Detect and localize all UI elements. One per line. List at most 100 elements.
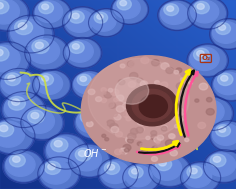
Circle shape xyxy=(88,89,95,94)
Circle shape xyxy=(1,70,37,100)
Circle shape xyxy=(111,0,149,25)
Circle shape xyxy=(206,153,236,176)
Circle shape xyxy=(190,47,219,70)
Circle shape xyxy=(146,106,153,112)
Circle shape xyxy=(181,78,184,81)
Circle shape xyxy=(130,72,138,79)
Circle shape xyxy=(81,56,216,163)
Circle shape xyxy=(35,42,43,49)
Circle shape xyxy=(104,162,120,174)
Circle shape xyxy=(218,73,233,86)
Circle shape xyxy=(147,107,154,113)
Circle shape xyxy=(28,39,59,64)
Circle shape xyxy=(154,99,160,104)
Circle shape xyxy=(147,102,153,107)
Circle shape xyxy=(162,99,166,102)
Circle shape xyxy=(38,157,80,189)
Circle shape xyxy=(139,95,167,118)
Circle shape xyxy=(73,72,106,98)
Circle shape xyxy=(35,1,63,22)
Circle shape xyxy=(128,133,136,140)
Circle shape xyxy=(190,0,225,27)
Circle shape xyxy=(185,105,188,108)
FancyArrowPatch shape xyxy=(137,145,180,154)
Circle shape xyxy=(206,152,236,181)
Circle shape xyxy=(127,138,133,143)
Circle shape xyxy=(194,100,224,124)
Circle shape xyxy=(113,131,117,134)
Circle shape xyxy=(9,154,25,167)
Circle shape xyxy=(157,132,165,138)
Circle shape xyxy=(212,20,236,48)
Circle shape xyxy=(8,75,15,81)
Circle shape xyxy=(165,140,174,147)
Circle shape xyxy=(210,19,236,50)
Circle shape xyxy=(212,122,236,150)
Circle shape xyxy=(143,116,148,120)
Circle shape xyxy=(118,79,125,85)
Circle shape xyxy=(80,76,87,81)
Circle shape xyxy=(154,72,159,76)
Circle shape xyxy=(142,103,149,108)
Circle shape xyxy=(117,109,122,113)
Circle shape xyxy=(149,120,157,126)
Circle shape xyxy=(141,107,145,111)
Circle shape xyxy=(176,68,182,73)
Circle shape xyxy=(139,108,144,112)
Circle shape xyxy=(0,125,8,132)
Circle shape xyxy=(25,35,70,71)
Circle shape xyxy=(206,108,214,115)
Circle shape xyxy=(155,146,159,149)
Circle shape xyxy=(110,123,118,130)
Circle shape xyxy=(152,156,182,180)
Circle shape xyxy=(0,47,9,61)
Circle shape xyxy=(0,0,30,31)
Circle shape xyxy=(137,78,143,83)
Circle shape xyxy=(18,23,27,29)
Circle shape xyxy=(170,134,176,139)
Circle shape xyxy=(120,0,126,6)
Circle shape xyxy=(160,146,165,150)
Circle shape xyxy=(86,121,93,127)
Circle shape xyxy=(154,137,161,143)
Circle shape xyxy=(109,103,116,108)
Circle shape xyxy=(162,125,167,130)
Circle shape xyxy=(160,2,194,29)
Circle shape xyxy=(142,112,146,116)
Circle shape xyxy=(42,76,49,81)
Circle shape xyxy=(0,45,20,72)
Circle shape xyxy=(170,102,176,107)
Circle shape xyxy=(92,85,100,91)
Circle shape xyxy=(146,136,150,139)
Circle shape xyxy=(141,97,147,102)
Circle shape xyxy=(191,0,219,23)
Circle shape xyxy=(106,101,114,108)
Circle shape xyxy=(144,111,149,114)
Circle shape xyxy=(75,148,91,161)
Circle shape xyxy=(187,44,228,77)
Circle shape xyxy=(107,164,115,170)
Circle shape xyxy=(148,98,152,101)
Circle shape xyxy=(115,77,149,104)
Circle shape xyxy=(126,85,178,126)
Circle shape xyxy=(128,81,135,87)
Circle shape xyxy=(108,88,113,92)
Circle shape xyxy=(74,106,115,139)
Circle shape xyxy=(7,15,54,53)
Circle shape xyxy=(10,17,51,51)
Circle shape xyxy=(88,58,189,139)
Circle shape xyxy=(159,128,166,133)
Circle shape xyxy=(151,128,157,133)
Circle shape xyxy=(214,71,236,99)
Circle shape xyxy=(78,150,86,156)
Circle shape xyxy=(213,156,221,162)
Circle shape xyxy=(83,113,91,119)
Circle shape xyxy=(0,49,3,56)
Circle shape xyxy=(166,67,173,74)
Circle shape xyxy=(163,119,166,122)
Circle shape xyxy=(48,164,55,170)
Circle shape xyxy=(214,72,236,95)
Circle shape xyxy=(212,22,236,43)
Circle shape xyxy=(100,160,136,188)
Circle shape xyxy=(175,108,183,114)
